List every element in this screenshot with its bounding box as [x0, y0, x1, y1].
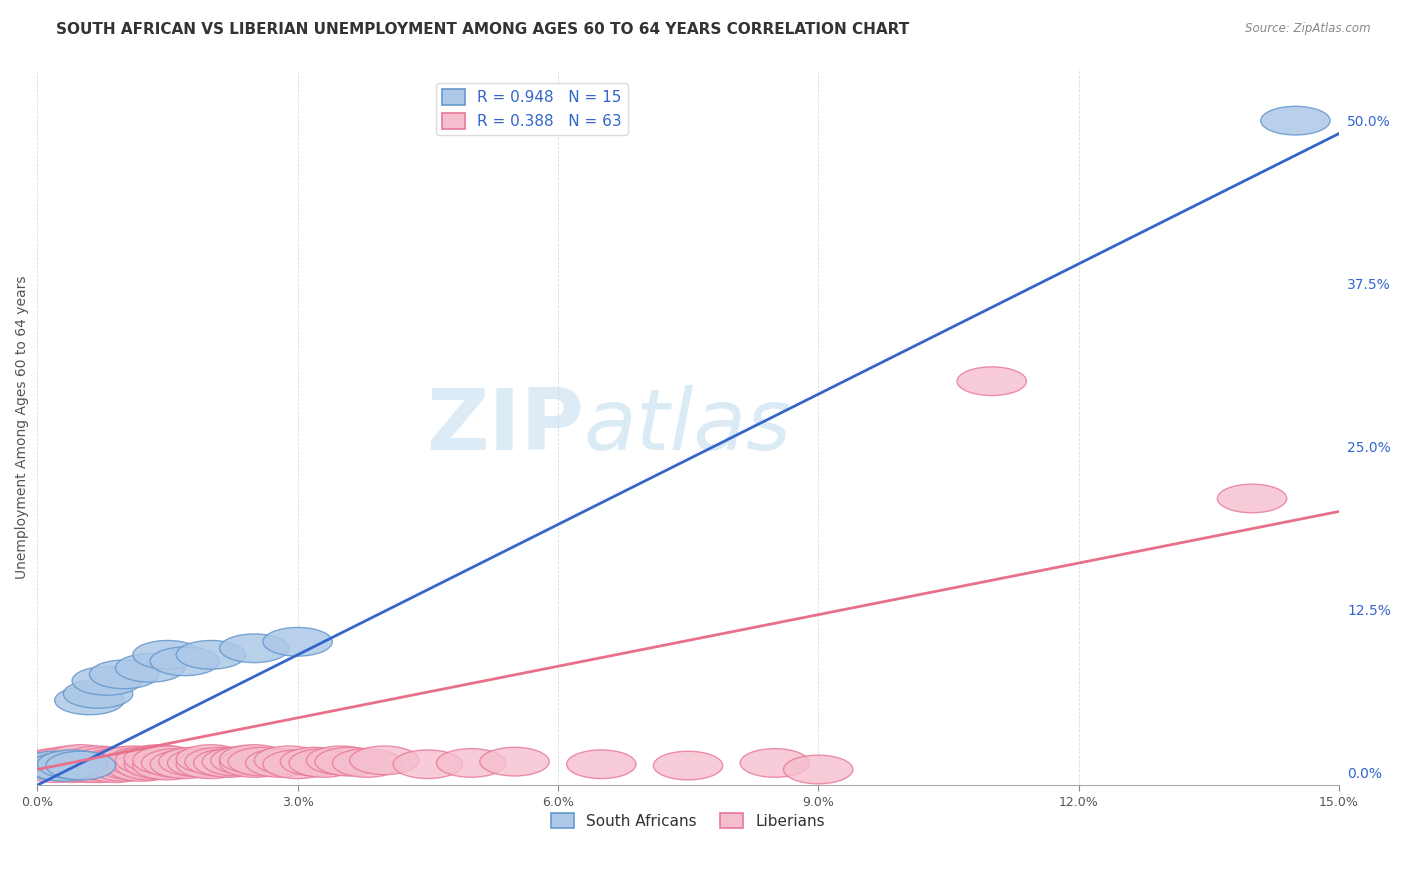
Ellipse shape: [80, 754, 150, 782]
Ellipse shape: [20, 751, 90, 780]
Ellipse shape: [72, 747, 142, 776]
Ellipse shape: [72, 666, 142, 695]
Ellipse shape: [28, 747, 98, 776]
Ellipse shape: [142, 748, 211, 777]
Text: SOUTH AFRICAN VS LIBERIAN UNEMPLOYMENT AMONG AGES 60 TO 64 YEARS CORRELATION CHA: SOUTH AFRICAN VS LIBERIAN UNEMPLOYMENT A…: [56, 22, 910, 37]
Ellipse shape: [46, 745, 115, 773]
Ellipse shape: [1261, 106, 1330, 135]
Ellipse shape: [107, 747, 176, 776]
Ellipse shape: [202, 747, 271, 776]
Ellipse shape: [38, 754, 107, 782]
Ellipse shape: [115, 746, 184, 774]
Ellipse shape: [783, 756, 853, 784]
Ellipse shape: [280, 747, 350, 776]
Ellipse shape: [28, 753, 98, 781]
Ellipse shape: [150, 647, 219, 675]
Ellipse shape: [194, 748, 263, 777]
Ellipse shape: [263, 627, 332, 657]
Ellipse shape: [63, 680, 132, 708]
Ellipse shape: [479, 747, 550, 776]
Ellipse shape: [176, 640, 246, 669]
Ellipse shape: [63, 746, 132, 774]
Ellipse shape: [38, 746, 107, 774]
Ellipse shape: [46, 753, 115, 781]
Legend: South Africans, Liberians: South Africans, Liberians: [546, 806, 831, 835]
Ellipse shape: [38, 750, 107, 779]
Ellipse shape: [90, 753, 159, 781]
Ellipse shape: [124, 750, 194, 779]
Ellipse shape: [246, 748, 315, 777]
Ellipse shape: [228, 747, 298, 776]
Ellipse shape: [219, 748, 290, 777]
Ellipse shape: [394, 750, 463, 779]
Ellipse shape: [307, 746, 375, 774]
Ellipse shape: [11, 751, 80, 780]
Ellipse shape: [115, 751, 184, 780]
Ellipse shape: [150, 750, 219, 779]
Text: ZIP: ZIP: [426, 385, 583, 468]
Ellipse shape: [263, 750, 332, 779]
Ellipse shape: [176, 745, 246, 773]
Y-axis label: Unemployment Among Ages 60 to 64 years: Unemployment Among Ages 60 to 64 years: [15, 275, 30, 579]
Ellipse shape: [20, 748, 90, 777]
Ellipse shape: [654, 751, 723, 780]
Ellipse shape: [132, 746, 202, 774]
Ellipse shape: [740, 748, 810, 777]
Ellipse shape: [1218, 484, 1286, 513]
Ellipse shape: [55, 754, 124, 782]
Ellipse shape: [63, 754, 132, 782]
Text: atlas: atlas: [583, 385, 792, 468]
Ellipse shape: [184, 747, 254, 776]
Ellipse shape: [46, 751, 115, 780]
Ellipse shape: [159, 747, 228, 776]
Ellipse shape: [55, 686, 124, 714]
Ellipse shape: [115, 654, 184, 682]
Ellipse shape: [98, 746, 167, 774]
Ellipse shape: [132, 640, 202, 669]
Text: Source: ZipAtlas.com: Source: ZipAtlas.com: [1246, 22, 1371, 36]
Ellipse shape: [20, 754, 90, 782]
Ellipse shape: [72, 753, 142, 781]
Ellipse shape: [80, 748, 150, 777]
Ellipse shape: [55, 750, 124, 779]
Ellipse shape: [176, 750, 246, 779]
Ellipse shape: [436, 748, 506, 777]
Ellipse shape: [98, 751, 167, 780]
Ellipse shape: [332, 748, 402, 777]
Ellipse shape: [219, 634, 290, 663]
Ellipse shape: [315, 747, 384, 776]
Ellipse shape: [124, 745, 194, 773]
Ellipse shape: [46, 748, 115, 777]
Ellipse shape: [219, 745, 290, 773]
Ellipse shape: [38, 750, 107, 779]
Ellipse shape: [211, 746, 280, 774]
Ellipse shape: [63, 750, 132, 779]
Ellipse shape: [290, 748, 359, 777]
Ellipse shape: [167, 748, 236, 777]
Ellipse shape: [90, 660, 159, 689]
Ellipse shape: [350, 746, 419, 774]
Ellipse shape: [254, 746, 323, 774]
Ellipse shape: [567, 750, 636, 779]
Ellipse shape: [107, 753, 176, 781]
Ellipse shape: [957, 367, 1026, 395]
Ellipse shape: [28, 753, 98, 781]
Ellipse shape: [90, 747, 159, 776]
Ellipse shape: [132, 751, 202, 780]
